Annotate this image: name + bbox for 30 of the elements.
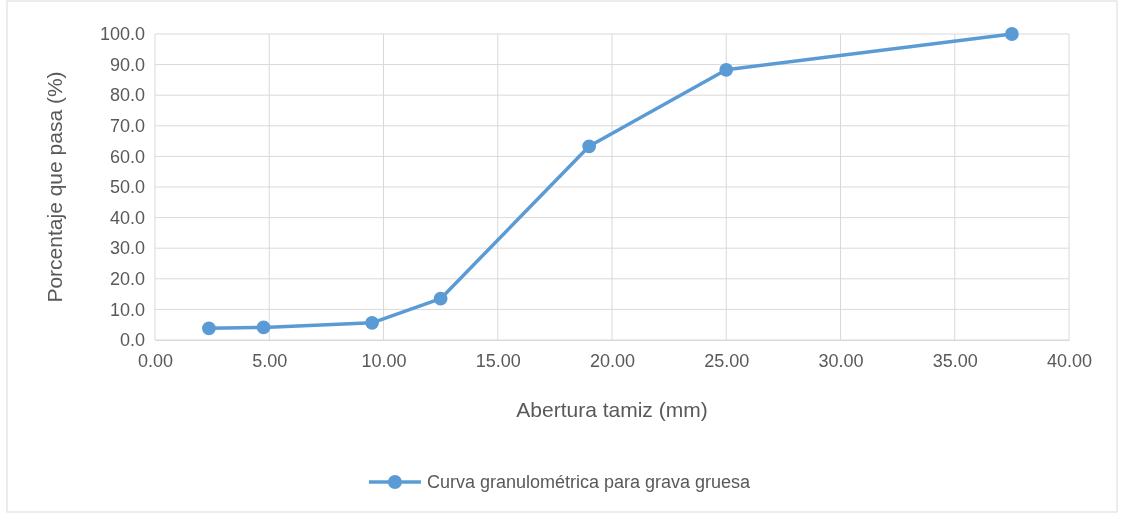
- x-tick-label: 20.00: [589, 350, 636, 371]
- point: [719, 62, 734, 77]
- x-tick-label: 10.00: [361, 350, 407, 371]
- point: [202, 321, 216, 336]
- y-tick-label: 100.0: [99, 24, 145, 45]
- x-tick-label: 5.00: [252, 350, 288, 371]
- y-tick-label: 90.0: [109, 54, 145, 75]
- point: [582, 139, 597, 154]
- x-tick-label: 40.00: [1046, 350, 1093, 371]
- x-tick-label: 35.00: [932, 350, 978, 371]
- point: [365, 315, 379, 330]
- y-tick-label: 80.0: [109, 85, 145, 106]
- x-tick-label: 0.00: [137, 350, 174, 371]
- point: [1004, 27, 1019, 41]
- x-tick-label: 30.00: [818, 350, 864, 371]
- point: [256, 320, 271, 335]
- y-axis-title: Porcentaje que pasa (%): [43, 71, 66, 303]
- x-axis-title: Abertura tamiz (mm): [516, 398, 708, 421]
- y-tick-label: 0.0: [119, 330, 145, 351]
- y-tick-label: 20.0: [109, 269, 145, 290]
- y-tick-label: 50.0: [109, 177, 145, 198]
- x-tick-label: 25.00: [704, 350, 750, 371]
- point: [433, 291, 448, 306]
- x-tick-label: 15.00: [475, 350, 521, 371]
- y-tick-label: 30.0: [109, 238, 145, 259]
- y-tick-label: 40.0: [109, 207, 145, 228]
- y-tick-label: 10.0: [109, 299, 145, 320]
- legend-label: Curva granulométrica para grava gruesa: [426, 472, 752, 493]
- y-tick-label: 70.0: [109, 116, 145, 137]
- y-tick-label: 60.0: [109, 146, 145, 167]
